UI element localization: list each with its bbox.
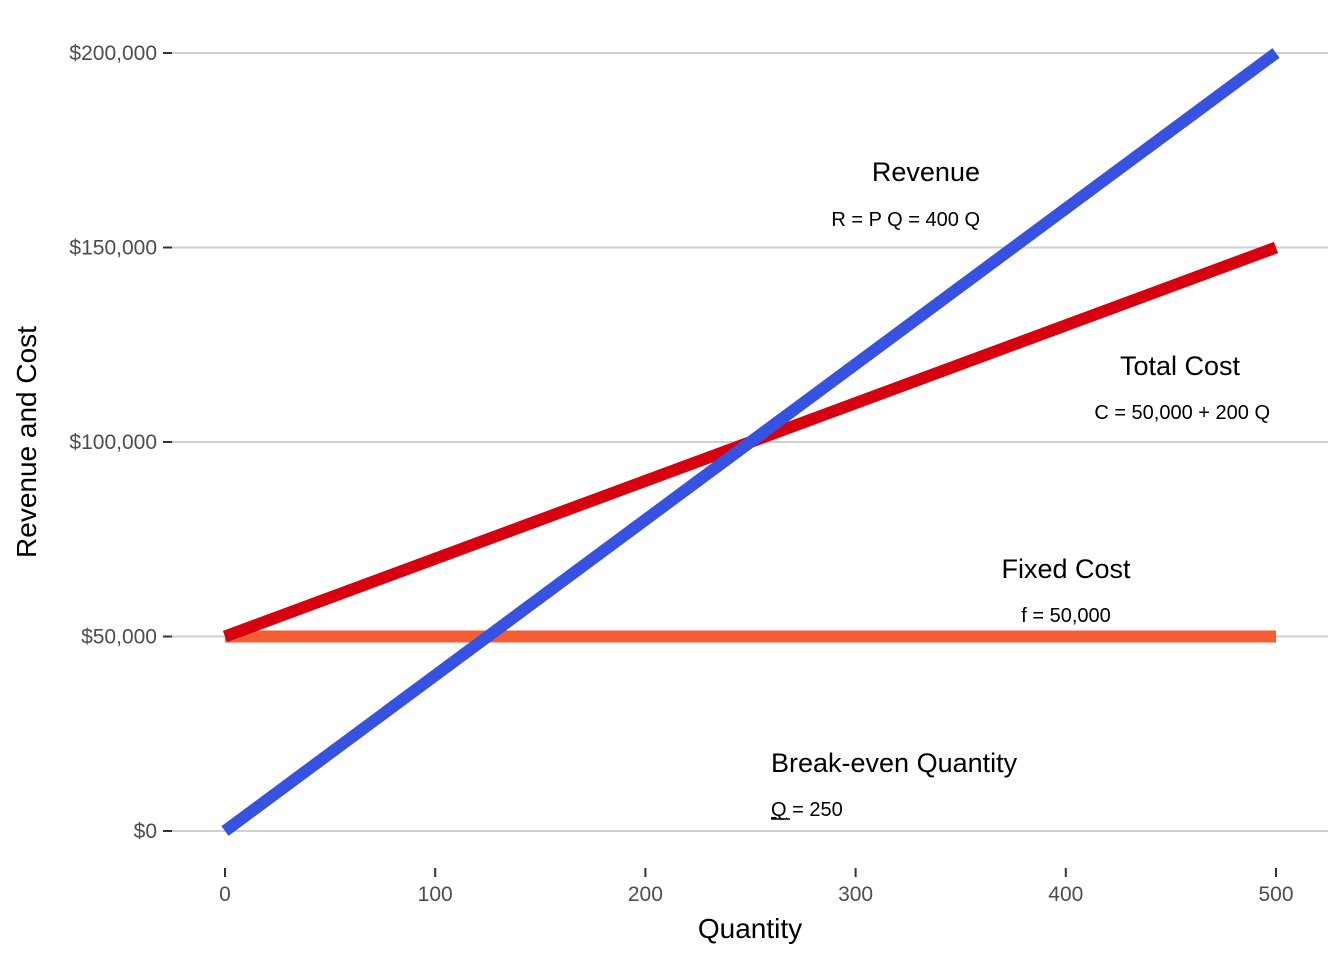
breakeven-annotation-formula: Q = 250 [771,799,843,821]
breakeven-annotation-title: Break-even Quantity [771,748,1018,778]
revenue-annotation-formula: R = P Q = 400 Q [831,209,980,231]
revenue-line [221,48,1280,836]
x-axis: 0 100 200 300 400 500 [219,868,1294,906]
x-tick-label: 300 [838,883,873,906]
y-tick-label: $50,000 [81,626,157,649]
x-tick-label: 200 [628,883,663,906]
breakeven-q-symbol: Q [771,799,787,821]
x-axis-title: Quantity [698,913,802,944]
revenue-annotation-title: Revenue [872,157,980,187]
y-axis: $0 $50,000 $100,000 $150,000 $200,000 [69,42,172,843]
x-tick-label: 100 [418,883,453,906]
x-tick-label: 0 [219,883,231,906]
y-tick-label: $0 [134,820,157,843]
y-tick-label: $200,000 [69,42,157,65]
total-cost-annotation-title: Total Cost [1120,351,1241,381]
y-axis-title: Revenue and Cost [11,326,42,558]
fixed-cost-annotation-title: Fixed Cost [1001,554,1131,584]
breakeven-q-value: = 250 [787,799,843,821]
total-cost-annotation-formula: C = 50,000 + 200 Q [1094,402,1270,424]
series-layer [221,48,1280,836]
y-tick-label: $150,000 [69,237,157,260]
x-tick-label: 400 [1048,883,1083,906]
x-tick-label: 500 [1258,883,1293,906]
y-tick-label: $100,000 [69,431,157,454]
fixed-cost-annotation-formula: f = 50,000 [1021,605,1111,627]
